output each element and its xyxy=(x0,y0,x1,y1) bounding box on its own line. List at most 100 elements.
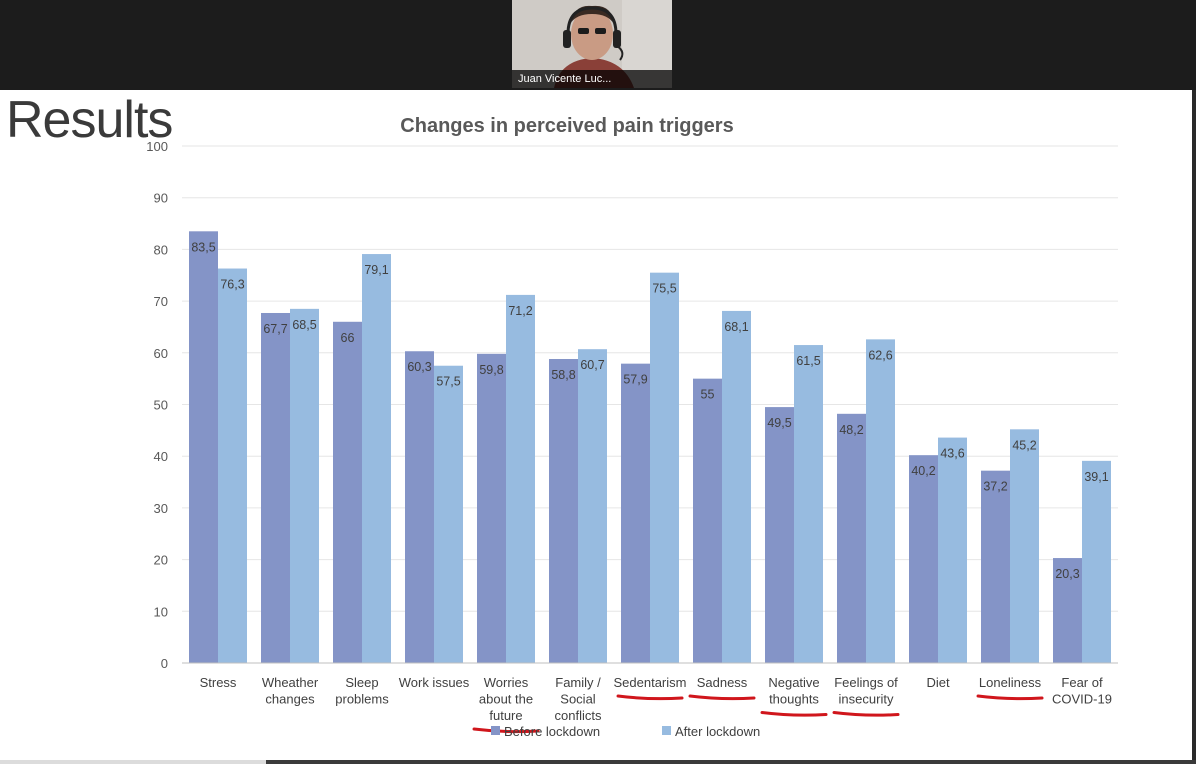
y-tick-label: 40 xyxy=(154,449,168,464)
y-tick-label: 30 xyxy=(154,501,168,516)
legend-label: Before lockdown xyxy=(504,724,600,739)
x-tick-label: Feelings of xyxy=(834,675,898,690)
data-label: 62,6 xyxy=(868,348,892,362)
x-tick-label: Worries xyxy=(484,675,529,690)
bar-before-lockdown xyxy=(549,359,578,663)
bar-before-lockdown xyxy=(477,353,506,663)
x-tick-label: Fear of xyxy=(1061,675,1103,690)
x-tick-label: Loneliness xyxy=(979,675,1042,690)
data-label: 75,5 xyxy=(652,282,676,296)
bar-after-lockdown xyxy=(938,437,967,663)
red-underline-annotation xyxy=(472,727,540,734)
taskbar-edge xyxy=(266,760,1196,764)
y-tick-label: 70 xyxy=(154,294,168,309)
chart-title: Changes in perceived pain triggers xyxy=(400,115,733,137)
bar-after-lockdown xyxy=(578,349,607,663)
data-label: 48,2 xyxy=(839,423,863,437)
data-label: 76,3 xyxy=(220,278,244,292)
x-tick-label: Sleep xyxy=(345,675,378,690)
shared-slide: Changes in perceived pain triggers 0 10 20 3… xyxy=(0,90,1192,760)
y-tick-label: 60 xyxy=(154,346,168,361)
data-label: 55 xyxy=(701,388,715,402)
x-tick-label: COVID-19 xyxy=(1052,692,1112,707)
red-underline-annotation xyxy=(832,711,900,717)
data-label: 39,1 xyxy=(1084,470,1108,484)
participant-name-label: Juan Vicente Luc... xyxy=(512,70,672,88)
x-tick-label: Diet xyxy=(926,675,950,690)
bar-before-lockdown xyxy=(189,231,218,663)
bar-after-lockdown xyxy=(866,339,895,663)
participant-video-tile[interactable]: Juan Vicente Luc... xyxy=(512,0,672,88)
x-tick-label: about the xyxy=(479,692,533,707)
bar-after-lockdown xyxy=(362,254,391,664)
y-tick-label: 90 xyxy=(154,191,168,206)
data-label: 60,7 xyxy=(580,358,604,372)
data-label: 58,8 xyxy=(551,368,575,382)
x-tick-label: problems xyxy=(335,692,389,707)
data-label: 43,6 xyxy=(940,447,964,461)
bar-after-lockdown xyxy=(722,310,751,663)
window-edge xyxy=(1192,90,1196,764)
red-underline-annotation xyxy=(976,694,1044,701)
data-label: 57,9 xyxy=(623,373,647,387)
bar-after-lockdown xyxy=(218,268,247,663)
y-tick-label: 10 xyxy=(154,604,168,619)
x-tick-label: Negative xyxy=(768,675,819,690)
x-tick-label: Social xyxy=(560,692,596,707)
data-label: 57,5 xyxy=(436,375,460,389)
legend-label: After lockdown xyxy=(675,724,760,739)
y-tick-label: 100 xyxy=(146,139,168,154)
bar-before-lockdown xyxy=(405,351,434,663)
x-tick-label: conflicts xyxy=(555,708,602,723)
data-label: 79,1 xyxy=(364,263,388,277)
bar-before-lockdown xyxy=(909,455,938,663)
data-label: 49,5 xyxy=(767,416,791,430)
data-label: 68,1 xyxy=(724,320,748,334)
x-tick-label: Family / xyxy=(555,675,601,690)
x-tick-label: Stress xyxy=(200,675,237,690)
data-label: 61,5 xyxy=(796,354,820,368)
bar-chart: Changes in perceived pain triggers 0 10 20 3… xyxy=(146,115,1118,739)
x-tick-label: future xyxy=(489,708,522,723)
bar-after-lockdown xyxy=(434,365,463,663)
x-tick-label: Sadness xyxy=(697,675,748,690)
bar-after-lockdown xyxy=(1082,460,1111,663)
bar-before-lockdown xyxy=(837,413,866,663)
video-top-bar: Juan Vicente Luc... xyxy=(0,0,1196,90)
bar-before-lockdown xyxy=(333,321,362,663)
bar-after-lockdown xyxy=(794,345,823,663)
data-label: 83,5 xyxy=(191,240,215,254)
red-underline-annotation xyxy=(616,694,684,701)
data-label: 37,2 xyxy=(983,480,1007,494)
data-label: 67,7 xyxy=(263,322,287,336)
data-label: 20,3 xyxy=(1055,567,1079,581)
data-label: 45,2 xyxy=(1012,438,1036,452)
x-tick-label: insecurity xyxy=(839,692,894,707)
bar-before-lockdown xyxy=(693,378,722,663)
x-tick-label: Work issues xyxy=(399,675,470,690)
data-label: 68,5 xyxy=(292,318,316,332)
data-label: 40,2 xyxy=(911,464,935,478)
bar-before-lockdown xyxy=(261,312,290,663)
y-tick-label: 50 xyxy=(154,398,168,413)
legend-swatch xyxy=(491,726,500,735)
red-underline-annotation xyxy=(760,711,828,717)
bar-after-lockdown xyxy=(650,272,679,663)
data-label: 59,8 xyxy=(479,363,503,377)
bar-before-lockdown xyxy=(981,470,1010,663)
x-tick-label: Sedentarism xyxy=(614,675,687,690)
x-tick-label: Wheather xyxy=(262,675,319,690)
red-underline-annotation xyxy=(688,694,756,701)
bar-before-lockdown xyxy=(621,363,650,663)
bar-after-lockdown xyxy=(290,308,319,663)
bar-before-lockdown xyxy=(765,407,794,663)
x-tick-label: changes xyxy=(265,692,315,707)
bar-after-lockdown xyxy=(1010,429,1039,663)
data-label: 66 xyxy=(341,331,355,345)
y-tick-label: 20 xyxy=(154,553,168,568)
y-tick-label: 0 xyxy=(161,656,168,671)
slide-heading: Results xyxy=(6,91,173,149)
bar-before-lockdown xyxy=(1053,558,1082,663)
legend-swatch xyxy=(662,726,671,735)
bar-after-lockdown xyxy=(506,294,535,663)
